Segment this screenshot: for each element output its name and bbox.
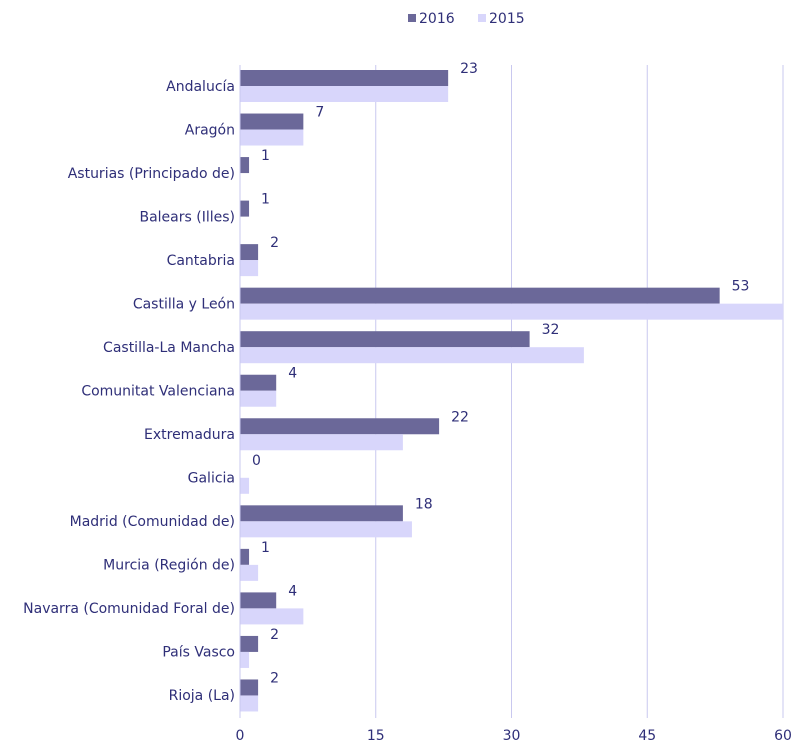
- y-tick-label: Murcia (Región de): [103, 558, 235, 574]
- data-label: 7: [315, 105, 324, 121]
- data-label: 18: [415, 496, 433, 512]
- bar: [240, 548, 250, 565]
- bar: [240, 651, 250, 668]
- y-tick-label: País Vasco: [162, 645, 235, 661]
- data-label: 2: [270, 627, 279, 643]
- y-tick-label: Comunitat Valenciana: [81, 384, 235, 400]
- bar: [240, 347, 584, 364]
- bar: [240, 608, 304, 625]
- y-tick-label: Navarra (Comunidad Foral de): [23, 601, 235, 617]
- legend-swatch: [478, 14, 486, 22]
- y-tick-label: Castilla y León: [133, 296, 235, 312]
- legend-label: 2016: [419, 11, 455, 27]
- data-label: 32: [542, 322, 560, 338]
- bar: [240, 592, 277, 609]
- y-tick-label: Rioja (La): [169, 688, 235, 704]
- bar: [240, 287, 720, 304]
- y-tick-label: Aragón: [185, 122, 235, 138]
- bar: [240, 244, 259, 261]
- data-label: 53: [732, 279, 750, 295]
- bar: [240, 374, 277, 391]
- bar: [240, 390, 277, 407]
- bar: [240, 505, 403, 522]
- data-label: 22: [451, 409, 469, 425]
- data-label: 1: [261, 540, 270, 556]
- x-tick-label: 15: [367, 728, 385, 744]
- bar: [240, 129, 304, 146]
- y-tick-label: Castilla-La Mancha: [103, 340, 235, 356]
- data-label: 0: [252, 453, 261, 469]
- bar: [240, 418, 440, 435]
- legend-label: 2015: [489, 11, 525, 27]
- x-tick-label: 0: [236, 728, 245, 744]
- bar: [240, 521, 412, 538]
- data-label: 4: [288, 366, 297, 382]
- data-label: 4: [288, 583, 297, 599]
- y-tick-label: Asturias (Principado de): [68, 166, 235, 182]
- y-tick-label: Andalucía: [166, 79, 235, 95]
- bar: [240, 86, 449, 102]
- data-label: 23: [460, 61, 478, 77]
- bar: [240, 477, 250, 494]
- bar: [240, 635, 259, 652]
- y-tick-label: Balears (Illes): [139, 209, 235, 225]
- bar: [240, 260, 259, 277]
- legend-swatch: [408, 14, 416, 22]
- bar: [240, 113, 304, 130]
- bar: [240, 434, 403, 451]
- x-tick-label: 45: [638, 728, 656, 744]
- bar: [240, 200, 250, 217]
- bar: [240, 331, 530, 348]
- y-tick-label: Extremadura: [144, 427, 235, 443]
- bar: [240, 695, 259, 712]
- x-tick-label: 60: [774, 728, 792, 744]
- bar: [240, 679, 259, 696]
- x-tick-label: 30: [503, 728, 521, 744]
- y-tick-label: Cantabria: [167, 253, 235, 269]
- bar: [240, 564, 259, 581]
- bar: [240, 157, 250, 174]
- data-label: 2: [270, 670, 279, 686]
- bar: [240, 70, 449, 86]
- bar: [240, 303, 783, 320]
- data-label: 1: [261, 192, 270, 208]
- data-label: 2: [270, 235, 279, 251]
- y-tick-label: Madrid (Comunidad de): [70, 514, 235, 530]
- y-tick-label: Galicia: [188, 471, 235, 487]
- data-label: 1: [261, 148, 270, 164]
